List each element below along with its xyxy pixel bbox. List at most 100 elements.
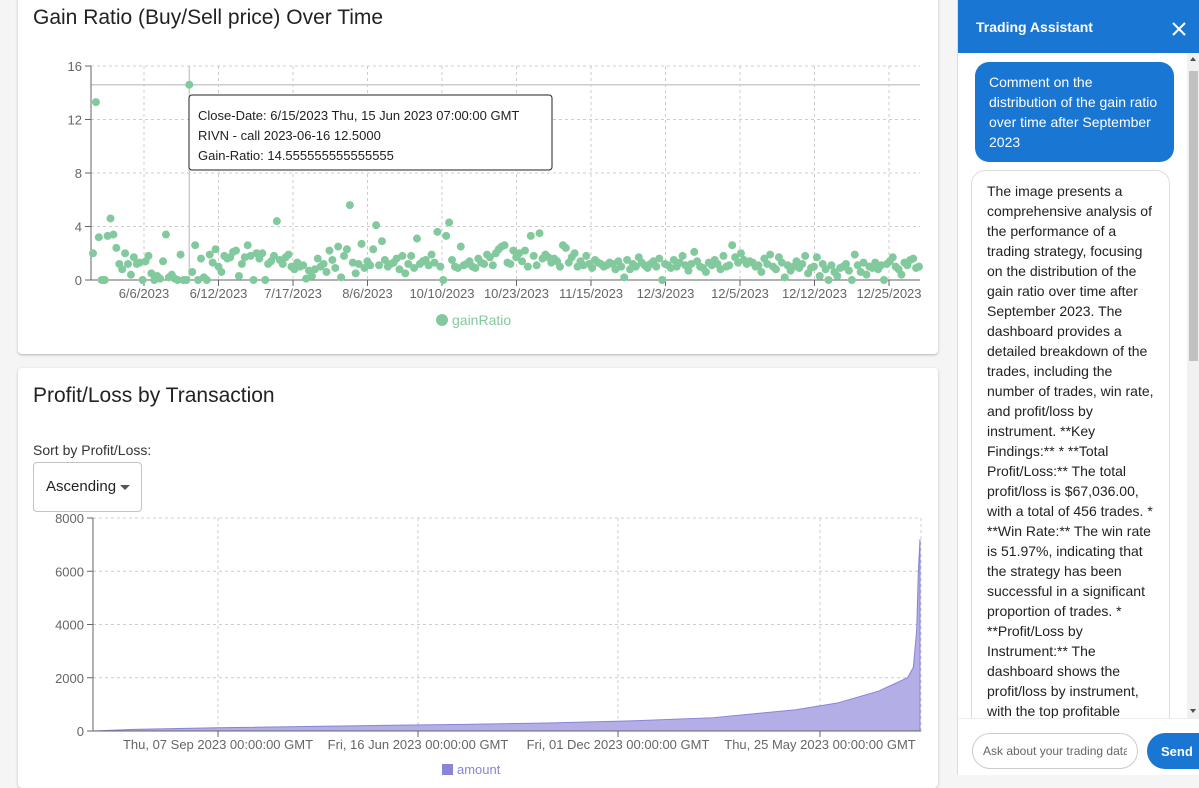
scatter-point[interactable] (91, 98, 100, 107)
scatter-point[interactable] (299, 261, 308, 270)
scatter-point[interactable] (678, 251, 687, 260)
scatter-point[interactable] (398, 251, 407, 260)
profit-loss-area[interactable] (92, 539, 921, 732)
scrollbar[interactable] (1187, 53, 1199, 718)
scatter-point[interactable] (345, 201, 354, 210)
scatter-point[interactable] (121, 249, 130, 258)
scatter-point[interactable] (812, 253, 821, 262)
scatter-point[interactable] (182, 276, 191, 284)
scatter-point[interactable] (909, 254, 918, 263)
scatter-point[interactable] (322, 267, 331, 276)
send-button[interactable]: Send (1147, 733, 1199, 769)
scatter-point[interactable] (518, 257, 527, 266)
scatter-point[interactable] (897, 270, 906, 279)
scatter-point[interactable] (185, 80, 194, 89)
scatter-point[interactable] (448, 255, 457, 264)
scatter-point[interactable] (500, 241, 509, 250)
scatter-point[interactable] (821, 265, 830, 274)
scatter-point[interactable] (684, 266, 693, 275)
scatter-point[interactable] (407, 251, 416, 260)
scatter-point[interactable] (655, 254, 664, 263)
scatter-point[interactable] (725, 261, 734, 270)
scatter-point[interactable] (631, 262, 640, 271)
scroll-down-icon[interactable] (1190, 709, 1196, 713)
scatter-point[interactable] (188, 267, 197, 276)
scatter-point[interactable] (701, 267, 710, 276)
scatter-point[interactable] (124, 259, 133, 268)
scatter-point[interactable] (278, 259, 287, 268)
scatter-point[interactable] (859, 258, 868, 267)
scatter-point[interactable] (771, 265, 780, 274)
scatter-point[interactable] (736, 249, 745, 258)
scatter-point[interactable] (313, 254, 322, 263)
scatter-point[interactable] (156, 274, 165, 283)
scroll-up-icon[interactable] (1190, 57, 1196, 61)
scatter-point[interactable] (766, 250, 775, 259)
scatter-point[interactable] (129, 253, 138, 262)
scatter-point[interactable] (369, 245, 378, 254)
scatter-point[interactable] (588, 263, 597, 272)
scatter-point[interactable] (801, 251, 810, 260)
scatter-point[interactable] (196, 254, 205, 263)
scatter-point[interactable] (430, 258, 439, 267)
scatter-point[interactable] (442, 231, 451, 240)
scatter-point[interactable] (570, 249, 579, 258)
scatter-point[interactable] (526, 231, 535, 240)
chat-input[interactable] (972, 733, 1138, 769)
scatter-point[interactable] (439, 276, 448, 284)
scatter-point[interactable] (862, 270, 871, 279)
scatter-point[interactable] (138, 276, 147, 284)
scatter-point[interactable] (357, 239, 366, 248)
scatter-point[interactable] (842, 259, 851, 268)
scatter-point[interactable] (258, 249, 267, 258)
scrollbar-thumb[interactable] (1189, 71, 1198, 361)
scatter-point[interactable] (555, 262, 564, 271)
sort-select[interactable]: Ascending (33, 462, 142, 512)
scatter-point[interactable] (728, 241, 737, 250)
scatter-point[interactable] (506, 259, 515, 268)
scatter-point[interactable] (340, 251, 349, 260)
scatter-point[interactable] (561, 243, 570, 252)
scatter-point[interactable] (249, 276, 258, 284)
scatter-point[interactable] (109, 230, 118, 239)
scatter-point[interactable] (237, 259, 246, 268)
scatter-point[interactable] (535, 229, 544, 238)
scatter-point[interactable] (445, 218, 454, 227)
scatter-point[interactable] (269, 251, 278, 260)
scatter-point[interactable] (404, 259, 413, 268)
close-icon[interactable] (1170, 20, 1188, 38)
scatter-point[interactable] (354, 259, 363, 268)
scatter-point[interactable] (176, 250, 185, 259)
scatter-point[interactable] (331, 263, 340, 272)
scatter-point[interactable] (690, 247, 699, 256)
scatter-point[interactable] (809, 262, 818, 271)
scatter-point[interactable] (243, 241, 252, 250)
scatter-point[interactable] (658, 276, 667, 284)
scatter-point[interactable] (532, 261, 541, 270)
scatter-point[interactable] (827, 261, 836, 270)
scatter-point[interactable] (89, 249, 97, 258)
scatter-point[interactable] (159, 257, 168, 266)
scatter-point[interactable] (307, 271, 316, 280)
scatter-point[interactable] (529, 251, 538, 260)
scatter-point[interactable] (118, 265, 127, 274)
gain-ratio-legend[interactable]: gainRatio (436, 312, 511, 328)
scatter-point[interactable] (161, 230, 170, 239)
scatter-point[interactable] (334, 242, 343, 251)
scatter-point[interactable] (337, 273, 346, 282)
scatter-point[interactable] (879, 276, 888, 284)
scatter-point[interactable] (485, 253, 494, 262)
scatter-point[interactable] (232, 246, 241, 255)
scatter-point[interactable] (850, 250, 859, 259)
scatter-point[interactable] (272, 217, 281, 226)
scatter-point[interactable] (211, 245, 220, 254)
scatter-point[interactable] (520, 246, 529, 255)
scatter-point[interactable] (205, 250, 214, 259)
scatter-point[interactable] (620, 273, 629, 282)
scatter-point[interactable] (757, 267, 766, 276)
scatter-point[interactable] (456, 242, 465, 251)
scatter-point[interactable] (191, 241, 200, 250)
scatter-point[interactable] (319, 259, 328, 268)
scatter-point[interactable] (523, 262, 532, 271)
scatter-point[interactable] (144, 251, 153, 260)
